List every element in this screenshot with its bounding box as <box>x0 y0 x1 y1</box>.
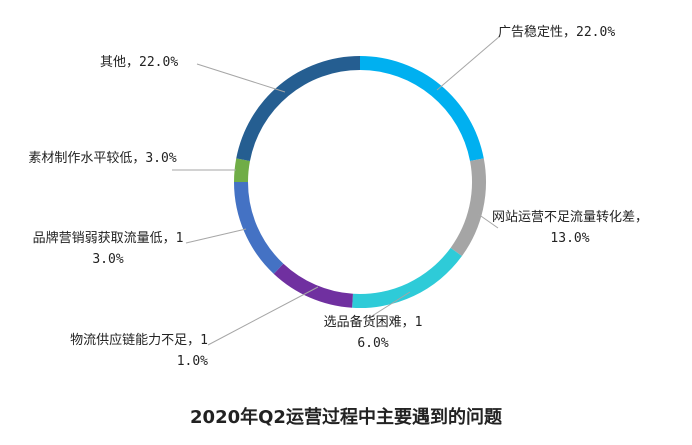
data-label: 素材制作水平较低，3.0% <box>20 148 185 169</box>
chart-title: 2020年Q2运营过程中主要遇到的问题 <box>190 407 502 428</box>
category-label: ， <box>635 210 649 225</box>
donut-segment <box>234 158 250 182</box>
data-label: 品牌营销弱获取流量低，13.0% <box>28 228 188 270</box>
category-label: ， <box>401 315 415 330</box>
value-label: 3.0% <box>145 151 177 166</box>
category-label: 其他 <box>100 55 127 70</box>
donut-segment <box>360 56 484 162</box>
leader-line <box>477 213 499 229</box>
category-label: 物流供应链能力不足 <box>70 333 188 348</box>
donut-segment <box>450 158 487 257</box>
donut-segment <box>236 56 360 162</box>
value-label: 22.0% <box>576 25 616 40</box>
data-label: 物流供应链能力不足，11.0% <box>58 330 208 372</box>
category-label: ， <box>563 25 577 40</box>
data-label: 选品备货困难，16.0% <box>318 312 428 354</box>
category-label: 网站运营不足流量转化差 <box>491 210 635 225</box>
donut-segment <box>352 247 462 308</box>
value-label: 13.0% <box>92 231 184 267</box>
category-label: 广告稳定性 <box>498 25 564 40</box>
leader-line <box>185 228 247 244</box>
category-label: 素材制作水平较低 <box>28 151 133 166</box>
value-label: 22.0% <box>139 55 179 70</box>
leader-line <box>196 63 286 93</box>
category-label: 选品备货困难 <box>323 315 402 330</box>
leader-line <box>436 35 501 91</box>
data-label: 网站运营不足流量转化差， 13.0% <box>490 207 650 249</box>
value-label: 11.0% <box>176 333 208 369</box>
leader-line <box>371 291 411 317</box>
value-label: 13.0% <box>550 231 590 246</box>
leader-line <box>207 286 319 346</box>
category-label: 品牌营销弱获取流量低 <box>32 231 163 246</box>
category-label: ， <box>162 231 176 246</box>
donut-segment <box>273 263 353 308</box>
category-label: ， <box>187 333 201 348</box>
data-label: 其他，22.0% <box>100 52 210 73</box>
donut-segment <box>234 182 284 274</box>
value-label: 16.0% <box>357 315 423 351</box>
data-label: 广告稳定性，22.0% <box>498 22 658 43</box>
category-label: ， <box>126 55 140 70</box>
category-label: ， <box>132 151 146 166</box>
